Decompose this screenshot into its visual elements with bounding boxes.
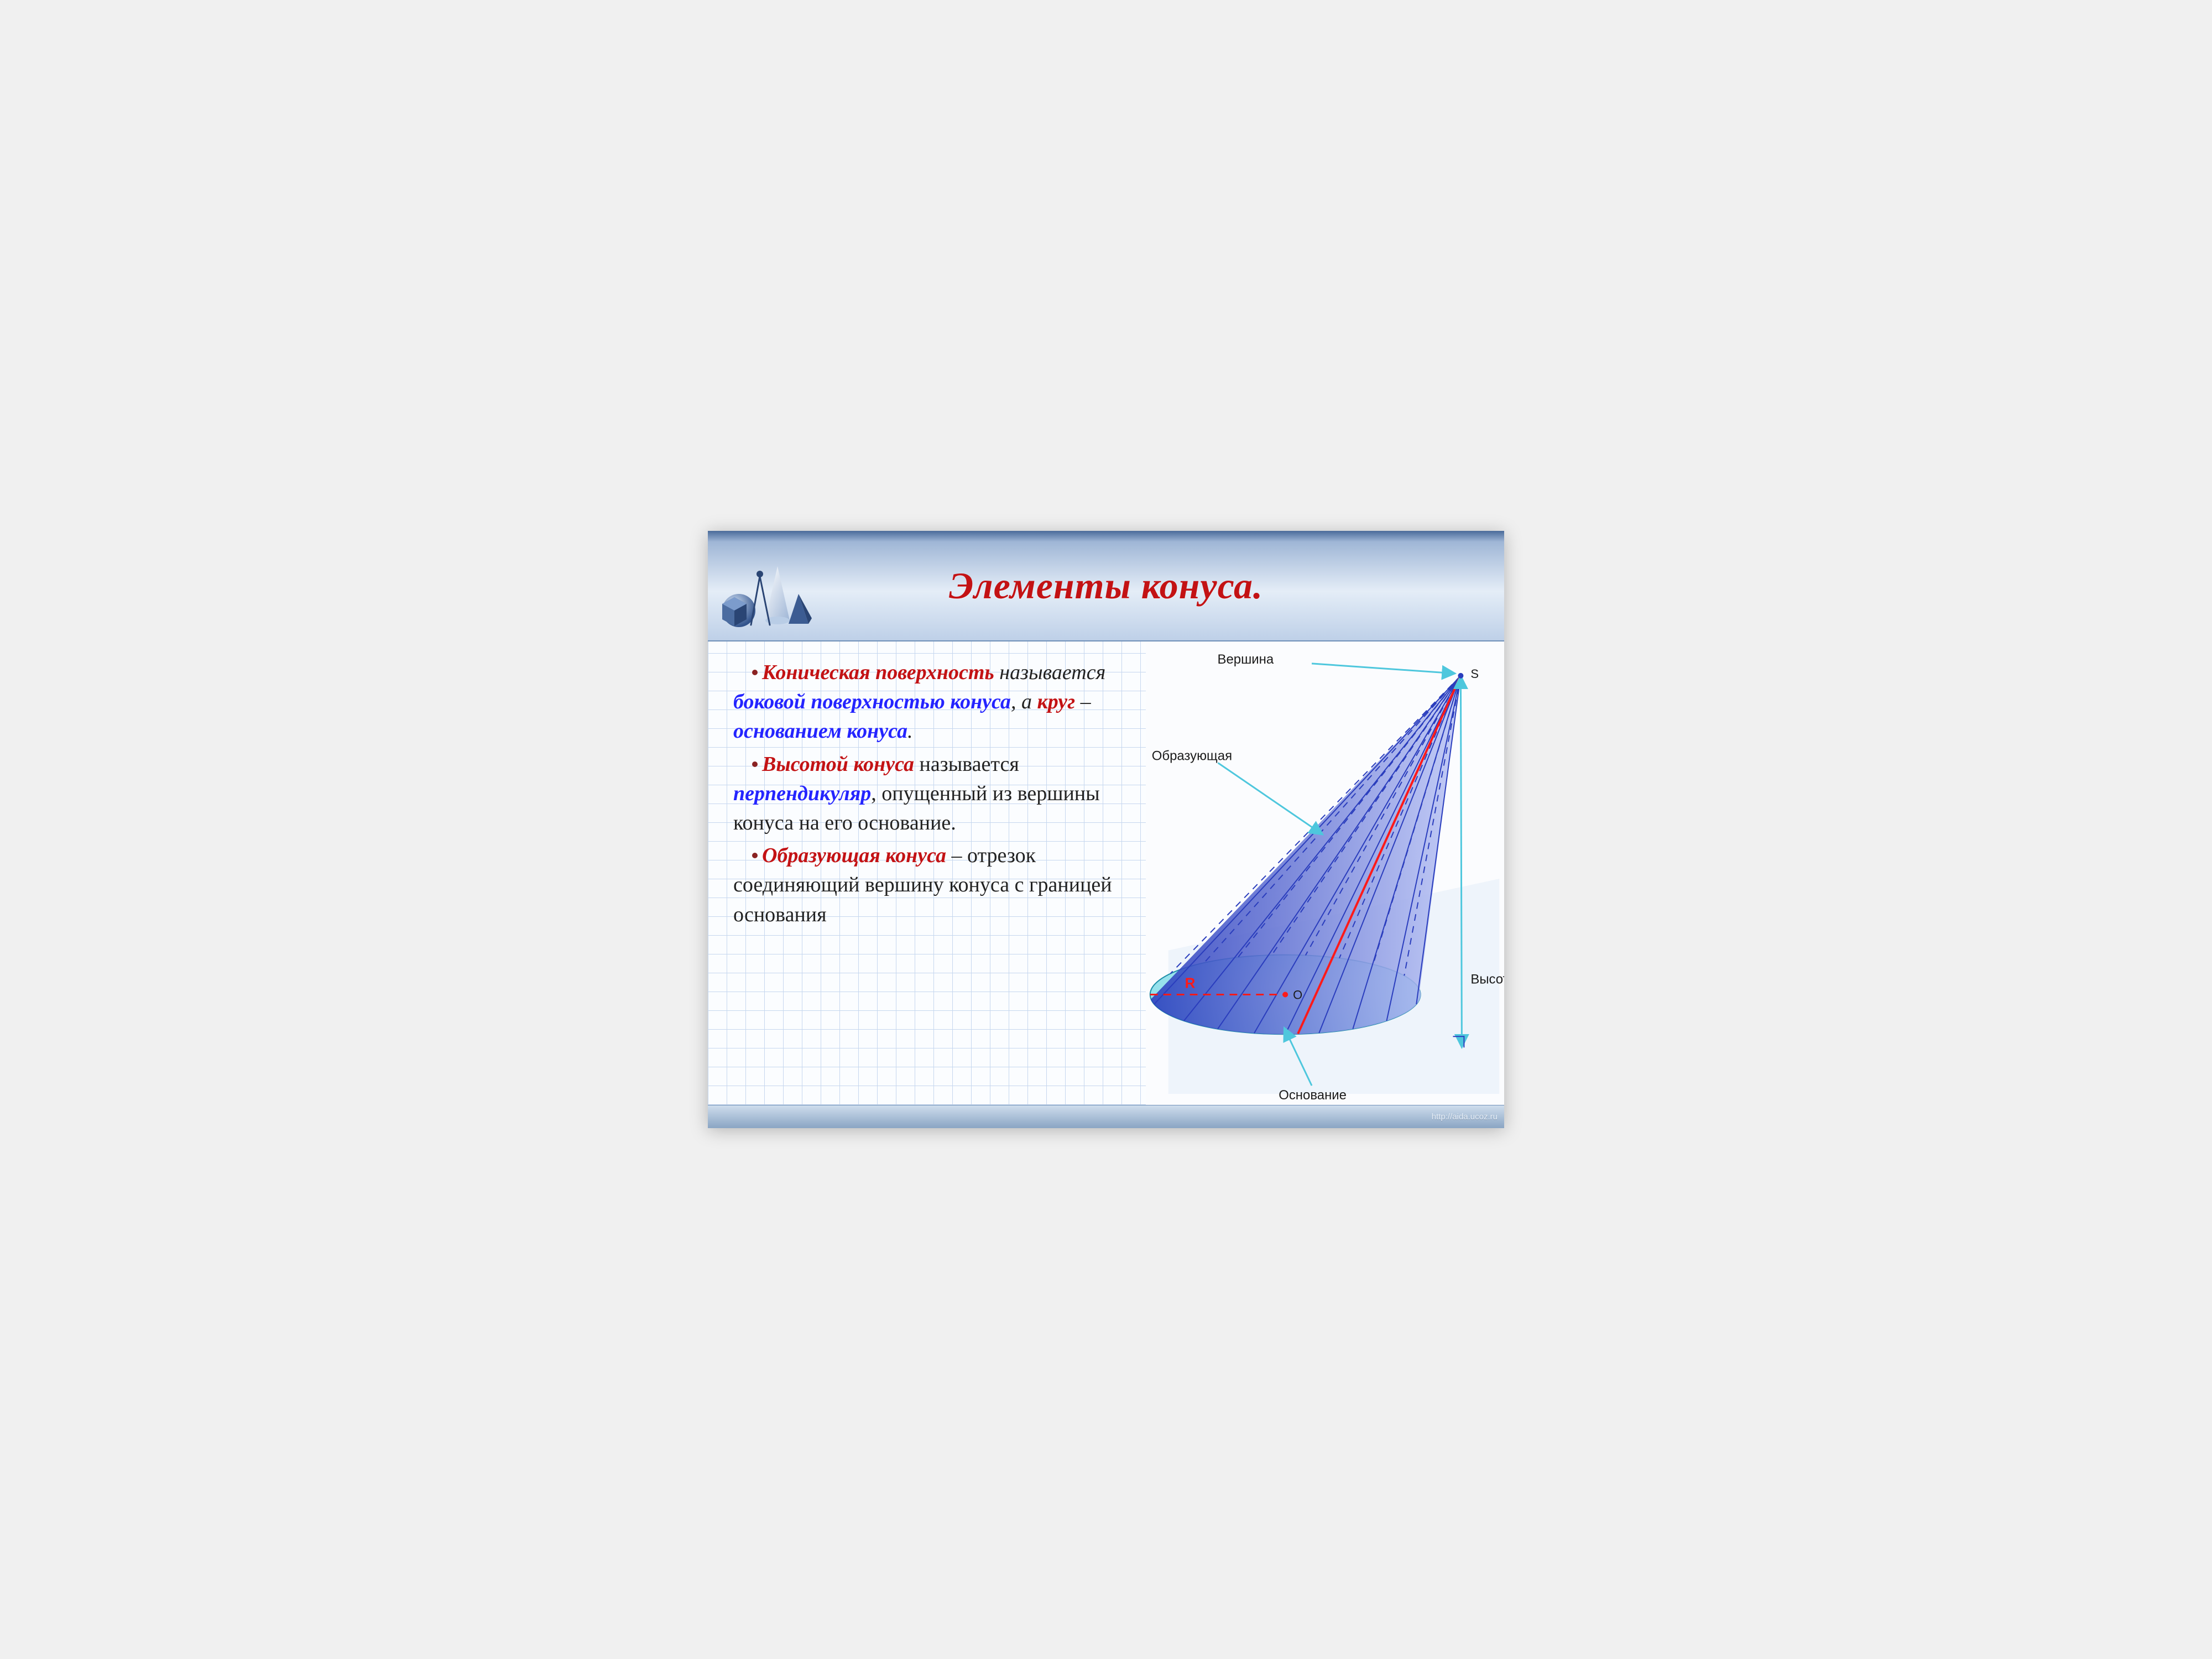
text-span: Высотой конуса (762, 753, 914, 776)
bullet-paragraph: Высотой конуса называется перпендикуляр,… (733, 750, 1129, 838)
svg-text:Образующая: Образующая (1152, 748, 1232, 763)
text-span: боковой поверхностью конуса (733, 690, 1011, 713)
geometry-shapes-icon (718, 560, 812, 632)
svg-text:S: S (1470, 667, 1479, 681)
corner-decoration (718, 560, 812, 632)
footer-bar: http://aida.ucoz.ru (708, 1105, 1504, 1128)
svg-text:R: R (1185, 976, 1196, 992)
bullet-dot (752, 761, 758, 767)
svg-text:O: O (1293, 988, 1302, 1001)
slide-title: Элементы конуса. (949, 564, 1263, 608)
text-span: . (907, 719, 913, 743)
text-column: Коническая поверхность называется боково… (708, 641, 1146, 1105)
slide-body: Коническая поверхность называется боково… (708, 641, 1504, 1105)
svg-text:Высота: Высота (1470, 972, 1504, 987)
cone-diagram: Вершина S Образующая Основание Высота R O (1146, 641, 1504, 1105)
text-span: круг (1037, 690, 1075, 713)
text-span: перпендикуляр (733, 782, 871, 805)
text-span: называется (994, 661, 1106, 684)
diagram-column: Вершина S Образующая Основание Высота R O (1146, 641, 1504, 1105)
text-span: Коническая поверхность (762, 661, 994, 684)
text-span: – (1075, 690, 1091, 713)
bullet-paragraph: Коническая поверхность называется боково… (733, 658, 1129, 747)
bullet-paragraph: Образующая конуса – отрезок соединяющий … (733, 841, 1129, 930)
footer-link-text: http://aida.ucoz.ru (1432, 1112, 1498, 1121)
text-span: , а (1011, 690, 1037, 713)
text-span: Образующая конуса (762, 844, 946, 867)
text-span: называется (914, 753, 1019, 776)
bullet-dot (752, 853, 758, 858)
svg-text:Вершина: Вершина (1217, 652, 1274, 667)
text-span: основанием конуса (733, 719, 907, 743)
title-bar: Элементы конуса. (708, 531, 1504, 641)
slide: Элементы конуса. Коническая поверхность … (708, 531, 1504, 1128)
bullet-dot (752, 670, 758, 675)
svg-text:Основание: Основание (1279, 1088, 1347, 1103)
